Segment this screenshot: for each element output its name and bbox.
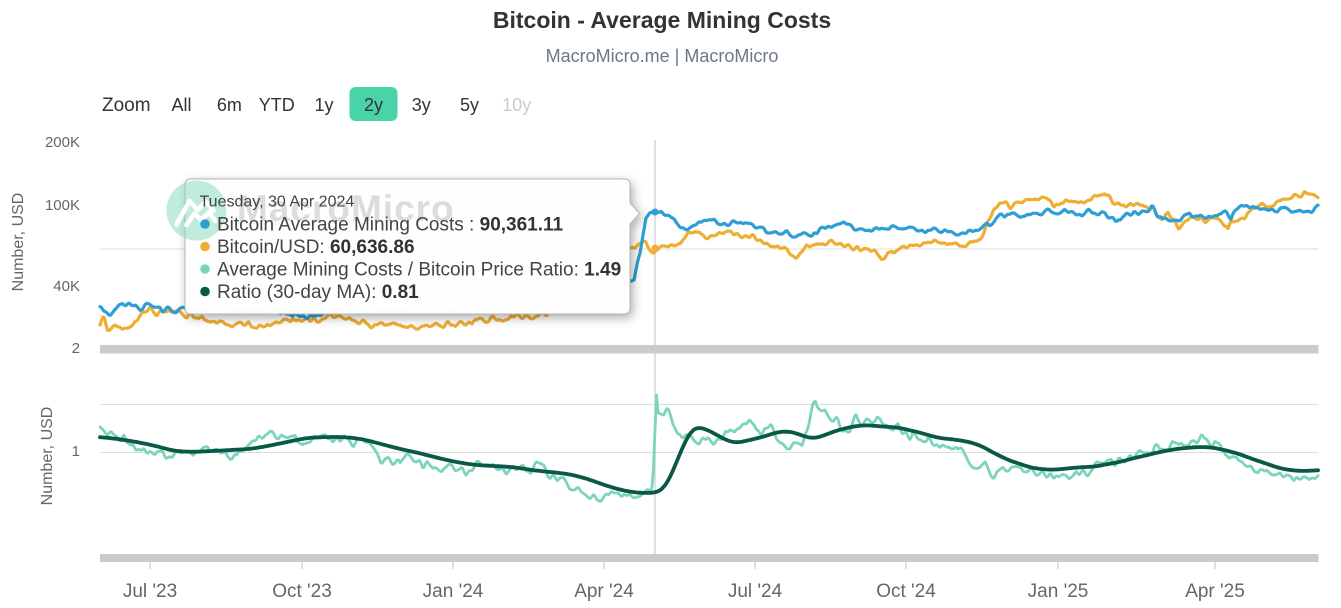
svg-text:Oct '23: Oct '23 (272, 581, 332, 602)
svg-text:Bitcoin - Average Mining Costs: Bitcoin - Average Mining Costs (493, 7, 831, 33)
svg-text:Bitcoin/USD: 60,636.86: Bitcoin/USD: 60,636.86 (217, 237, 415, 258)
svg-text:Number, USD: Number, USD (10, 193, 27, 292)
svg-text:3y: 3y (412, 95, 431, 115)
svg-text:100K: 100K (45, 197, 80, 214)
svg-text:MacroMicro: MacroMicro (237, 188, 455, 229)
svg-text:Apr '24: Apr '24 (574, 581, 634, 602)
svg-text:1: 1 (72, 443, 80, 460)
svg-text:Average Mining Costs / Bitcoin: Average Mining Costs / Bitcoin Price Rat… (217, 260, 621, 281)
svg-text:Number, USD: Number, USD (39, 407, 56, 506)
svg-text:40K: 40K (53, 278, 80, 295)
svg-text:Jan '25: Jan '25 (1028, 581, 1089, 602)
svg-text:5y: 5y (460, 95, 479, 115)
svg-text:Oct '24: Oct '24 (876, 581, 936, 602)
svg-text:200K: 200K (45, 134, 80, 151)
svg-text:Jan '24: Jan '24 (423, 581, 484, 602)
svg-text:YTD: YTD (259, 95, 295, 115)
svg-text:10y: 10y (502, 95, 531, 115)
svg-text:2: 2 (72, 340, 80, 357)
svg-text:Jul '23: Jul '23 (123, 581, 177, 602)
svg-text:Ratio (30-day MA): 0.81: Ratio (30-day MA): 0.81 (217, 282, 419, 303)
svg-text:6m: 6m (217, 95, 242, 115)
svg-text:2y: 2y (364, 95, 383, 115)
svg-text:Jul '24: Jul '24 (728, 581, 783, 602)
svg-text:Bitcoin Average Mining Costs :: Bitcoin Average Mining Costs : 90,361.11 (217, 215, 564, 236)
svg-text:MacroMicro.me | MacroMicro: MacroMicro.me | MacroMicro (546, 46, 779, 66)
svg-text:Zoom: Zoom (102, 95, 151, 116)
svg-text:1y: 1y (314, 95, 333, 115)
svg-text:All: All (171, 95, 191, 115)
svg-text:Apr '25: Apr '25 (1185, 581, 1245, 602)
svg-text:Tuesday, 30 Apr 2024: Tuesday, 30 Apr 2024 (200, 194, 355, 211)
